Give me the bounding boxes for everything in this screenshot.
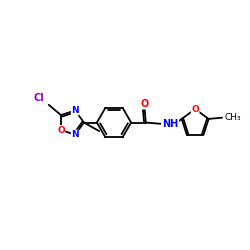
Text: NH: NH xyxy=(162,119,179,129)
Text: O: O xyxy=(140,99,149,109)
Text: O: O xyxy=(57,126,65,134)
Text: CH₃: CH₃ xyxy=(224,113,241,122)
Text: O: O xyxy=(191,104,199,114)
Text: N: N xyxy=(71,130,79,139)
Text: Cl: Cl xyxy=(33,93,44,103)
Text: N: N xyxy=(71,106,79,115)
